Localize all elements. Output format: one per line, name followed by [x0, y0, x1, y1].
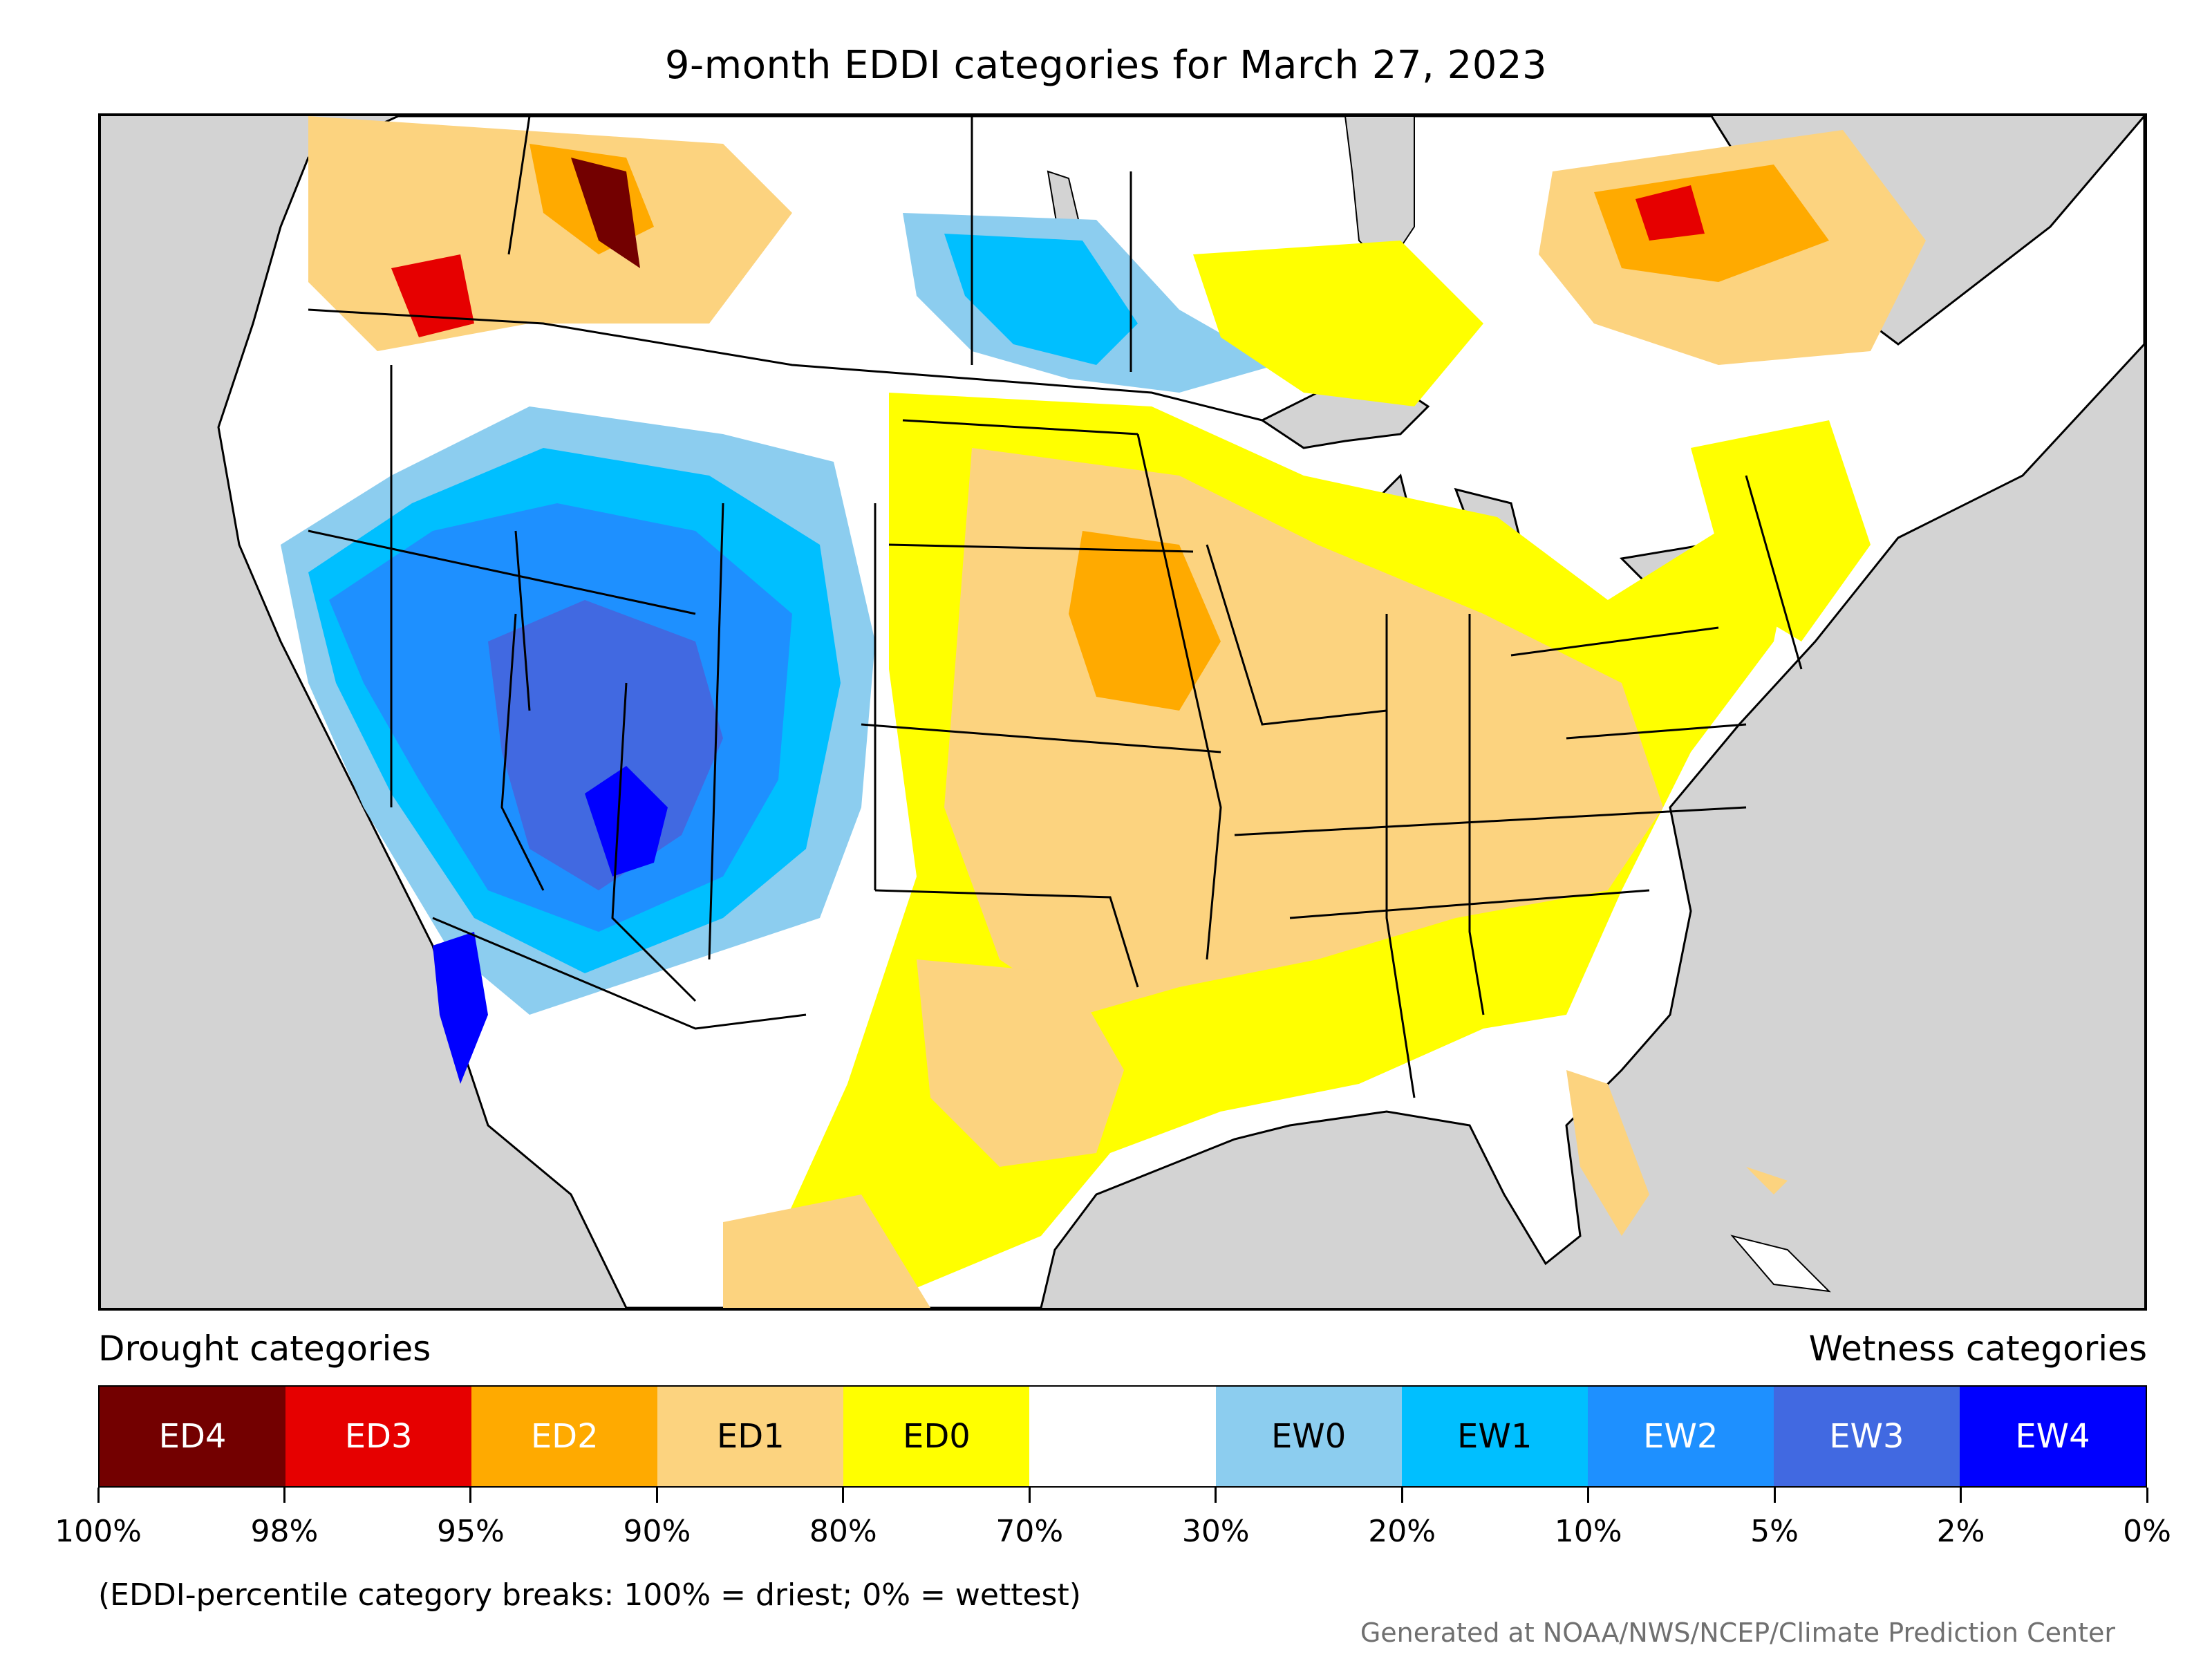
colorbar-ticks — [97, 1488, 2148, 1504]
colorbar-tick-label: 30% — [1181, 1514, 1250, 1549]
category-label: ED1 — [716, 1417, 785, 1456]
region-ew4-west — [433, 766, 668, 1084]
category-ed1: ED1 — [657, 1387, 844, 1486]
colorbar-tick — [1587, 1488, 1590, 1503]
drought-categories-heading: Drought categories — [98, 1329, 431, 1369]
colorbar-tick — [283, 1488, 285, 1503]
colorbar-tick-label: 2% — [1936, 1514, 1985, 1549]
category-ed3: ED3 — [285, 1387, 472, 1486]
colorbar-tick — [1773, 1488, 1776, 1503]
category-label: EW1 — [1457, 1417, 1533, 1456]
category-label: ED4 — [158, 1417, 227, 1456]
category-label: ED2 — [530, 1417, 599, 1456]
colorbar-tick — [1215, 1488, 1217, 1503]
colorbar-tick — [469, 1488, 472, 1503]
colorbar-tick — [2146, 1488, 2148, 1503]
category-label: ED0 — [903, 1417, 971, 1456]
colorbar-tick-label: 100% — [55, 1514, 142, 1549]
category-colorbar: ED4 ED3 ED2 ED1 ED0 EW0 EW1 EW2 EW3 EW4 — [98, 1385, 2147, 1488]
map-canvas — [217, 116, 2144, 1308]
colorbar-tick-label: 10% — [1554, 1514, 1622, 1549]
region-ed4-pnw — [571, 158, 640, 268]
region-ed1-mexico — [723, 1194, 930, 1308]
category-neutral — [1029, 1387, 1216, 1486]
region-cuba — [1730, 1235, 1831, 1293]
category-ew1: EW1 — [1401, 1387, 1588, 1486]
category-label: EW2 — [1643, 1417, 1718, 1456]
state-borders — [308, 116, 1803, 1098]
region-ed1-texas — [917, 959, 1124, 1167]
category-ed4: ED4 — [100, 1387, 286, 1486]
map-title: 9-month EDDI categories for March 27, 20… — [664, 43, 1548, 88]
colorbar-tick — [1960, 1488, 1962, 1503]
category-label: ED3 — [344, 1417, 413, 1456]
colorbar-tick-label: 98% — [250, 1514, 319, 1549]
colorbar-tick — [97, 1488, 100, 1503]
colorbar-tick-label: 90% — [623, 1514, 691, 1549]
region-ed1-florida — [1566, 1070, 1649, 1236]
region-ed2-quebec — [1594, 165, 1829, 282]
category-label: EW4 — [2015, 1417, 2090, 1456]
credit-line: Generated at NOAA/NWS/NCEP/Climate Predi… — [1360, 1618, 2115, 1648]
colorbar-tick-label: 95% — [437, 1514, 505, 1549]
category-ed0: ED0 — [843, 1387, 1030, 1486]
colorbar-tick — [1400, 1488, 1403, 1503]
category-label: EW0 — [1271, 1417, 1347, 1456]
category-ew3: EW3 — [1773, 1387, 1960, 1486]
colorbar-tick — [1028, 1488, 1031, 1503]
eddi-map — [98, 113, 2147, 1311]
category-label: EW3 — [1829, 1417, 1904, 1456]
category-ew4: EW4 — [1959, 1387, 2146, 1486]
colorbar-tick-label: 0% — [2123, 1514, 2171, 1549]
category-breaks-note: (EDDI-percentile category breaks: 100% =… — [98, 1577, 1081, 1613]
region-ed2-central — [1069, 531, 1221, 711]
colorbar-tick-label: 70% — [995, 1514, 1064, 1549]
category-ew0: EW0 — [1215, 1387, 1402, 1486]
region-ed0-northeast — [1691, 420, 1871, 641]
colorbar-tick-label: 80% — [809, 1514, 877, 1549]
region-ew1-prairie — [944, 234, 1138, 365]
region-ed3-quebec — [1635, 185, 1705, 241]
colorbar-tick — [655, 1488, 658, 1503]
category-ed2: ED2 — [471, 1387, 658, 1486]
wetness-categories-heading: Wetness categories — [1808, 1329, 2147, 1369]
colorbar-tick — [842, 1488, 845, 1503]
category-ew2: EW2 — [1587, 1387, 1774, 1486]
region-ed0-ontario — [1193, 241, 1483, 406]
colorbar-tick-label: 5% — [1750, 1514, 1799, 1549]
region-bahamas — [1746, 1167, 1788, 1194]
colorbar-tick-label: 20% — [1368, 1514, 1436, 1549]
